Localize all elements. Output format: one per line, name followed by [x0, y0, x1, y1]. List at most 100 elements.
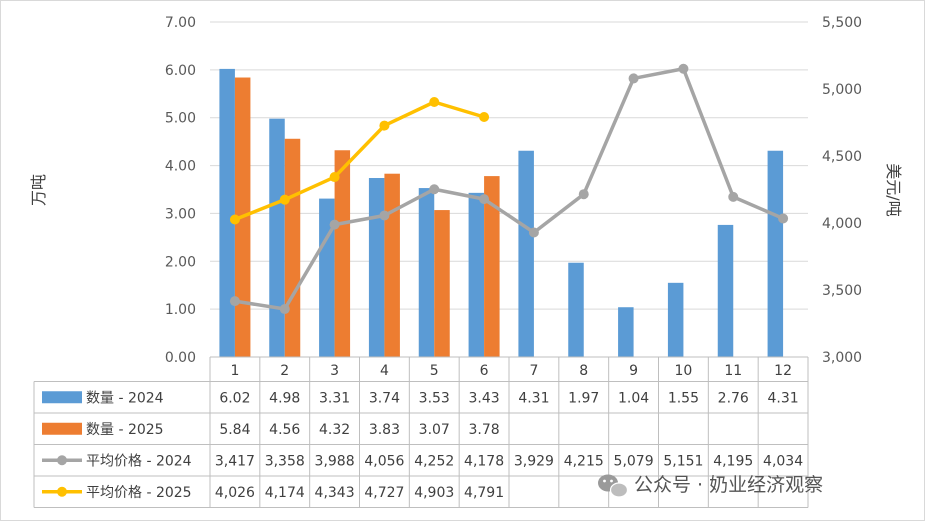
- bar: [468, 192, 485, 357]
- data-label: 3.53: [419, 390, 450, 406]
- watermark-text: 公众号 · 奶业经济观察: [634, 474, 823, 496]
- data-label: 3.43: [468, 390, 499, 406]
- data-label: 4,056: [364, 453, 404, 469]
- data-label: 4,174: [265, 485, 305, 501]
- category-label: 8: [579, 363, 588, 379]
- line-series: [229, 63, 789, 315]
- data-label: 4,727: [364, 485, 404, 501]
- data-label: 1.97: [568, 390, 599, 406]
- category-label: 5: [430, 363, 439, 379]
- data-label: 1.04: [618, 390, 649, 406]
- bar: [518, 150, 534, 357]
- left-axis-title: 万吨: [29, 174, 48, 206]
- bar: [618, 307, 634, 357]
- data-label: 5.84: [219, 422, 250, 438]
- bar: [319, 198, 335, 357]
- left-tick-label: 6.00: [165, 63, 196, 79]
- category-label: 10: [675, 363, 693, 379]
- data-label: 5,079: [614, 453, 654, 469]
- legend-label: 平均价格 - 2024: [86, 453, 192, 469]
- data-label: 3,988: [315, 453, 355, 469]
- bar: [667, 282, 684, 357]
- bar: [368, 178, 385, 357]
- legend-label: 平均价格 - 2025: [86, 485, 192, 501]
- line-point: [379, 210, 390, 221]
- right-tick-label: 3,500: [822, 283, 862, 299]
- legend-label: 数量 - 2024: [86, 390, 164, 406]
- category-label: 11: [724, 363, 742, 379]
- left-tick-label: 2.00: [165, 254, 196, 270]
- bar: [484, 176, 500, 357]
- data-label: 4.56: [269, 422, 300, 438]
- line-point: [329, 219, 340, 230]
- data-label: 6.02: [219, 390, 250, 406]
- data-label: 4,215: [564, 453, 604, 469]
- data-label: 1.55: [668, 390, 699, 406]
- line-point: [279, 304, 290, 315]
- category-label: 6: [480, 363, 489, 379]
- left-tick-label: 5.00: [165, 111, 196, 127]
- right-tick-label: 4,000: [822, 216, 862, 232]
- bar: [418, 188, 435, 357]
- data-label: 4.98: [269, 390, 300, 406]
- line-point: [578, 189, 589, 200]
- left-tick-label: 0.00: [165, 350, 196, 366]
- data-label: 3.78: [468, 422, 499, 438]
- right-tick-label: 5,000: [822, 82, 862, 98]
- right-axis-ticks: 3,000 3,500 4,000 4,500 5,000 5,500: [822, 15, 862, 366]
- left-tick-label: 4.00: [165, 159, 196, 175]
- right-tick-label: 3,000: [822, 350, 862, 366]
- data-label: 4,026: [215, 485, 255, 501]
- left-tick-label: 1.00: [165, 302, 196, 318]
- data-label: 4,252: [414, 453, 454, 469]
- left-tick-label: 3.00: [165, 206, 196, 222]
- line-point: [678, 63, 689, 74]
- data-label: 4.31: [518, 390, 549, 406]
- category-label: 3: [330, 363, 339, 379]
- data-label: 3,358: [265, 453, 305, 469]
- line-point: [479, 194, 490, 205]
- bar: [568, 262, 584, 357]
- line-point: [229, 214, 240, 225]
- line-point: [479, 112, 490, 123]
- watermark: 公众号 · 奶业经济观察: [598, 474, 823, 498]
- line-point: [279, 194, 290, 205]
- category-label: 12: [774, 363, 792, 379]
- category-label: 9: [629, 363, 638, 379]
- category-label: 4: [380, 363, 389, 379]
- right-tick-label: 5,500: [822, 15, 862, 31]
- left-tick-label: 7.00: [165, 15, 196, 31]
- data-label: 5,151: [663, 453, 703, 469]
- left-axis-ticks: 0.00 1.00 2.00 3.00 4.00 5.00 6.00 7.00: [165, 15, 196, 366]
- data-label: 3.31: [319, 390, 350, 406]
- bar: [284, 138, 301, 357]
- series-line: [234, 100, 485, 222]
- bar: [334, 150, 351, 357]
- data-label: 2.76: [718, 390, 749, 406]
- category-label: 1: [230, 363, 239, 379]
- category-label: 7: [529, 363, 538, 379]
- bar: [269, 118, 285, 358]
- data-label: 4.31: [767, 390, 798, 406]
- line-point: [778, 213, 789, 224]
- line-point: [429, 96, 440, 107]
- legend-key-marker: [57, 455, 67, 466]
- data-label: 3.74: [369, 390, 400, 406]
- bar: [384, 173, 400, 357]
- line-point: [528, 227, 539, 238]
- data-label: 4.32: [319, 422, 350, 438]
- data-label: 4,195: [713, 453, 753, 469]
- data-label: 3.83: [369, 422, 400, 438]
- legend-key-bar: [42, 422, 82, 435]
- right-tick-label: 4,500: [822, 149, 862, 165]
- gridlines: [210, 21, 808, 358]
- line-point: [329, 172, 340, 183]
- legend-key-bar: [42, 391, 82, 404]
- data-label: 4,791: [464, 485, 504, 501]
- line-point: [728, 191, 739, 202]
- data-label: 3.07: [419, 422, 450, 438]
- data-label: 3,417: [215, 453, 255, 469]
